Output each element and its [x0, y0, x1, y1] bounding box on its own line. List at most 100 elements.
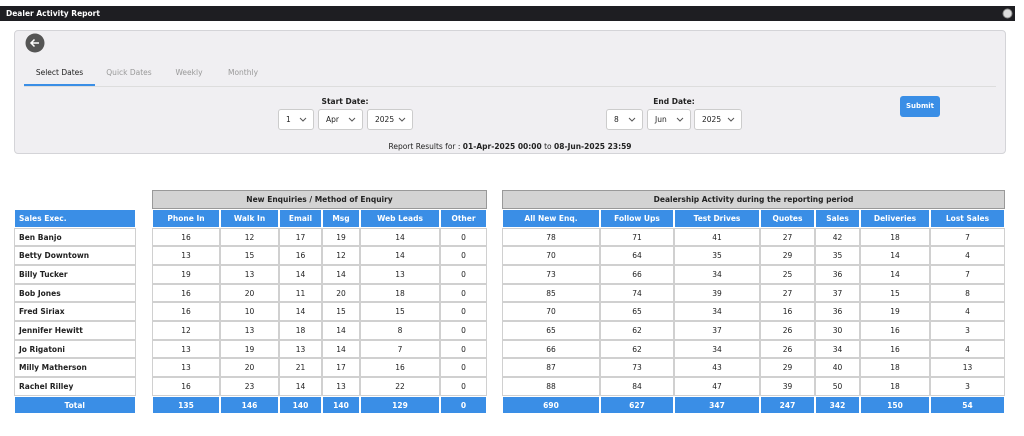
- table-cell: 0: [440, 302, 487, 321]
- row-label: Fred Siriax: [14, 302, 136, 321]
- table-cell: 78: [502, 227, 600, 247]
- table-cell: 15: [322, 302, 360, 321]
- table-cell: 37: [674, 321, 760, 340]
- table-cell: 0: [440, 283, 487, 303]
- date-select[interactable]: Apr: [318, 109, 363, 130]
- row-label: Bob Jones: [14, 283, 136, 303]
- table-cell: 16: [152, 227, 220, 247]
- table-cell: 3: [930, 321, 1005, 340]
- table-cell: 15: [220, 246, 279, 265]
- table-cell: 34: [815, 339, 860, 359]
- table-cell: 19: [220, 339, 279, 359]
- table-cell: 29: [760, 246, 815, 265]
- table-cell: 14: [860, 246, 930, 265]
- table-cell: 140: [279, 395, 322, 415]
- table-cell: 15: [360, 302, 440, 321]
- date-tab[interactable]: Monthly: [227, 68, 259, 77]
- column-header: Walk In: [220, 209, 279, 228]
- table-cell: 27: [760, 283, 815, 303]
- table-cell: 18: [860, 358, 930, 378]
- table-cell: 16: [860, 339, 930, 359]
- date-tab[interactable]: Weekly: [175, 68, 203, 77]
- table-cell: 18: [860, 377, 930, 396]
- table-cell: 65: [600, 302, 674, 321]
- table-cell: 70: [502, 302, 600, 321]
- group-header: Dealership Activity during the reporting…: [502, 190, 1005, 209]
- table-cell: 4: [930, 302, 1005, 321]
- column-header: Test Drives: [674, 209, 760, 228]
- date-select[interactable]: 2025: [694, 109, 742, 130]
- table-cell: 7: [360, 339, 440, 359]
- row-label: Jo Rigatoni: [14, 339, 136, 359]
- table-cell: 16: [152, 283, 220, 303]
- row-label: Milly Matherson: [14, 358, 136, 378]
- table-cell: 36: [815, 264, 860, 284]
- table-cell: 62: [600, 339, 674, 359]
- table-cell: 14: [279, 377, 322, 396]
- table-cell: 690: [502, 395, 600, 415]
- table-cell: 13: [220, 264, 279, 284]
- table-cell: 135: [152, 395, 220, 415]
- table-cell: 73: [600, 358, 674, 378]
- table-cell: 0: [440, 358, 487, 378]
- table-cell: 12: [322, 246, 360, 265]
- submit-button[interactable]: Submit: [900, 96, 940, 117]
- table-cell: 23: [220, 377, 279, 396]
- date-select[interactable]: 8: [606, 109, 643, 130]
- table-cell: 35: [674, 246, 760, 265]
- date-tab[interactable]: Select Dates: [24, 66, 95, 86]
- date-select[interactable]: Jun: [647, 109, 691, 130]
- table-cell: 12: [152, 321, 220, 340]
- table-cell: 64: [600, 246, 674, 265]
- date-select[interactable]: 2025: [367, 109, 413, 130]
- table-cell: 7: [930, 264, 1005, 284]
- table-cell: 13: [220, 321, 279, 340]
- help-icon[interactable]: [1002, 8, 1013, 19]
- column-header: Follow Ups: [600, 209, 674, 228]
- table-cell: 25: [760, 264, 815, 284]
- column-header: Sales Exec.: [14, 209, 136, 228]
- date-select[interactable]: 1: [278, 109, 314, 130]
- select-value: 1: [286, 115, 291, 124]
- report-results: Report Results for : 01-Apr-2025 00:00 t…: [200, 142, 820, 151]
- table-cell: 22: [360, 377, 440, 396]
- select-value: Jun: [655, 115, 667, 124]
- table-cell: 71: [600, 227, 674, 247]
- table-cell: 129: [360, 395, 440, 415]
- filter-panel: [14, 30, 1006, 154]
- table-cell: 18: [860, 227, 930, 247]
- table-cell: 54: [930, 395, 1005, 415]
- table-cell: 35: [815, 246, 860, 265]
- column-header: Lost Sales: [930, 209, 1005, 228]
- table-cell: 3: [930, 377, 1005, 396]
- table-cell: 7: [930, 227, 1005, 247]
- table-cell: 20: [220, 358, 279, 378]
- table-cell: 4: [930, 339, 1005, 359]
- results-to: 08-Jun-2025 23:59: [554, 142, 632, 151]
- table-cell: 146: [220, 395, 279, 415]
- table-cell: 13: [279, 339, 322, 359]
- table-cell: 37: [815, 283, 860, 303]
- select-value: Apr: [326, 115, 339, 124]
- results-joiner: to: [544, 142, 552, 151]
- results-prefix: Report Results for :: [388, 142, 461, 151]
- date-tab[interactable]: Quick Dates: [106, 68, 152, 77]
- table-cell: 74: [600, 283, 674, 303]
- table-cell: 19: [322, 227, 360, 247]
- table-cell: 20: [220, 283, 279, 303]
- table-cell: 14: [322, 321, 360, 340]
- table-cell: 627: [600, 395, 674, 415]
- table-cell: 19: [860, 302, 930, 321]
- back-button[interactable]: [25, 33, 45, 53]
- table-cell: 30: [815, 321, 860, 340]
- column-header: Other: [440, 209, 487, 228]
- table-cell: 14: [322, 339, 360, 359]
- table-cell: 0: [440, 395, 487, 415]
- table-cell: 18: [279, 321, 322, 340]
- table-cell: 0: [440, 339, 487, 359]
- table-cell: 10: [220, 302, 279, 321]
- table-cell: 39: [760, 377, 815, 396]
- table-cell: 150: [860, 395, 930, 415]
- row-label: Betty Downtown: [14, 246, 136, 265]
